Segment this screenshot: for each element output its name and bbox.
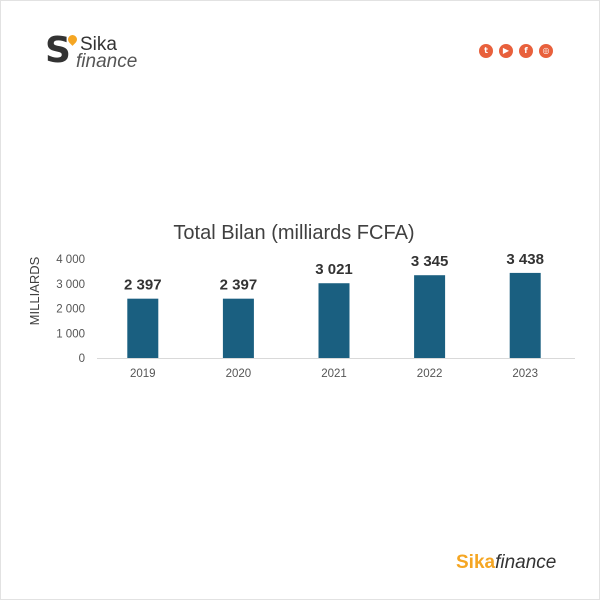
x-tick-label: 2023 [512, 368, 538, 380]
chart-title: Total Bilan (milliards FCFA) [173, 222, 414, 244]
instagram-icon[interactable]: ◎ [539, 44, 553, 58]
data-label: 3 345 [411, 253, 449, 270]
logo-letter: S [45, 30, 71, 71]
footer-brand[interactable]: Sikafinance [456, 551, 556, 575]
y-tick-label: 4 000 [56, 254, 85, 266]
x-tick-label: 2021 [321, 368, 347, 380]
bar [318, 283, 350, 358]
x-tick-label: 2020 [226, 368, 252, 380]
data-label: 3 021 [315, 261, 353, 278]
bar [509, 272, 541, 358]
youtube-icon[interactable]: ▶ [499, 44, 513, 58]
y-tick-label: 3 000 [56, 279, 85, 291]
bar [127, 298, 159, 358]
x-tick-label: 2019 [130, 368, 156, 380]
x-tick-label: 2022 [417, 368, 443, 380]
social-links: t ▶ f ◎ [479, 44, 559, 58]
y-axis-label: MILLIARDS [27, 256, 42, 325]
footer-brand-sika: Sika [456, 552, 496, 573]
sika-finance-logo[interactable]: S Sika finance [45, 31, 155, 75]
y-tick-label: 1 000 [56, 328, 85, 340]
y-tick-label: 0 [79, 353, 85, 365]
twitter-icon[interactable]: t [479, 44, 493, 58]
data-label: 2 397 [220, 277, 258, 294]
facebook-icon[interactable]: f [519, 44, 533, 58]
logo-text-sika: Sika [80, 34, 117, 55]
bar [414, 275, 446, 358]
footer-brand-finance: finance [495, 552, 557, 573]
y-tick-label: 2 000 [56, 304, 85, 316]
data-label: 3 438 [506, 251, 544, 268]
logo-text-finance: finance [76, 51, 138, 72]
bar [222, 298, 254, 358]
data-label: 2 397 [124, 277, 162, 294]
